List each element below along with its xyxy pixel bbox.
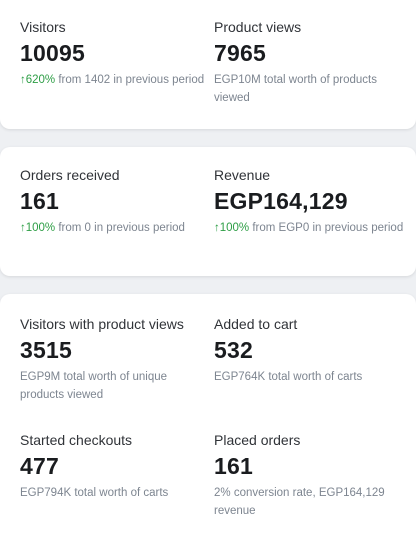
metric-note: EGP764K total worth of carts <box>214 371 363 383</box>
metric-label: Visitors with product views <box>20 316 184 332</box>
metric-value: 10095 <box>20 40 85 66</box>
metric-label: Revenue <box>214 167 271 183</box>
change-note: from 0 in previous period <box>55 222 185 234</box>
metric-label: Product views <box>214 19 302 35</box>
change-note: from EGP0 in previous period <box>249 222 404 234</box>
metric-product-views: Product views 7965 EGP10M total worth of… <box>214 19 404 107</box>
metric-value: EGP164,129 <box>214 188 348 214</box>
change-badge: ↑620% <box>20 74 56 86</box>
metric-visitors: Visitors 10095 ↑620% from 1402 in previo… <box>20 19 210 89</box>
metric-value: 161 <box>20 188 59 214</box>
metric-orders-received: Orders received 161 ↑100% from 0 in prev… <box>20 167 210 237</box>
summary-card-traffic: Visitors 10095 ↑620% from 1402 in previo… <box>0 0 416 129</box>
metric-value: 3515 <box>20 337 72 363</box>
metric-note: EGP10M total worth of products viewed <box>214 74 377 104</box>
metric-note: EGP9M total worth of unique products vie… <box>20 371 168 401</box>
metric-label: Placed orders <box>214 432 301 448</box>
change-badge: ↑100% <box>214 222 250 234</box>
summary-card-funnel: Visitors with product views 3515 EGP9M t… <box>0 294 416 538</box>
change-note: from 1402 in previous period <box>55 74 205 86</box>
metric-added-to-cart: Added to cart 532 EGP764K total worth of… <box>214 316 404 386</box>
metric-label: Added to cart <box>214 316 298 332</box>
metric-placed-orders: Placed orders 161 2% conversion rate, EG… <box>214 432 404 520</box>
metric-value: 161 <box>214 453 253 479</box>
metric-note: ↑100% from 0 in previous period <box>20 219 210 237</box>
metric-label: Orders received <box>20 167 120 183</box>
metric-label: Started checkouts <box>20 432 133 448</box>
metric-label: Visitors <box>20 19 66 35</box>
metric-note: ↑100% from EGP0 in previous period <box>214 219 404 237</box>
metric-value: 532 <box>214 337 253 363</box>
summary-card-sales: Orders received 161 ↑100% from 0 in prev… <box>0 147 416 276</box>
metric-note: ↑620% from 1402 in previous period <box>20 71 210 89</box>
metric-started-checkouts: Started checkouts 477 EGP794K total wort… <box>20 432 210 502</box>
metric-visitors-with-product-views: Visitors with product views 3515 EGP9M t… <box>20 316 210 404</box>
metric-value: 477 <box>20 453 59 479</box>
metric-revenue: Revenue EGP164,129 ↑100% from EGP0 in pr… <box>214 167 404 237</box>
change-badge: ↑100% <box>20 222 56 234</box>
metric-note: EGP794K total worth of carts <box>20 487 169 499</box>
metric-value: 7965 <box>214 40 266 66</box>
metric-note: 2% conversion rate, EGP164,129 revenue <box>214 487 385 517</box>
